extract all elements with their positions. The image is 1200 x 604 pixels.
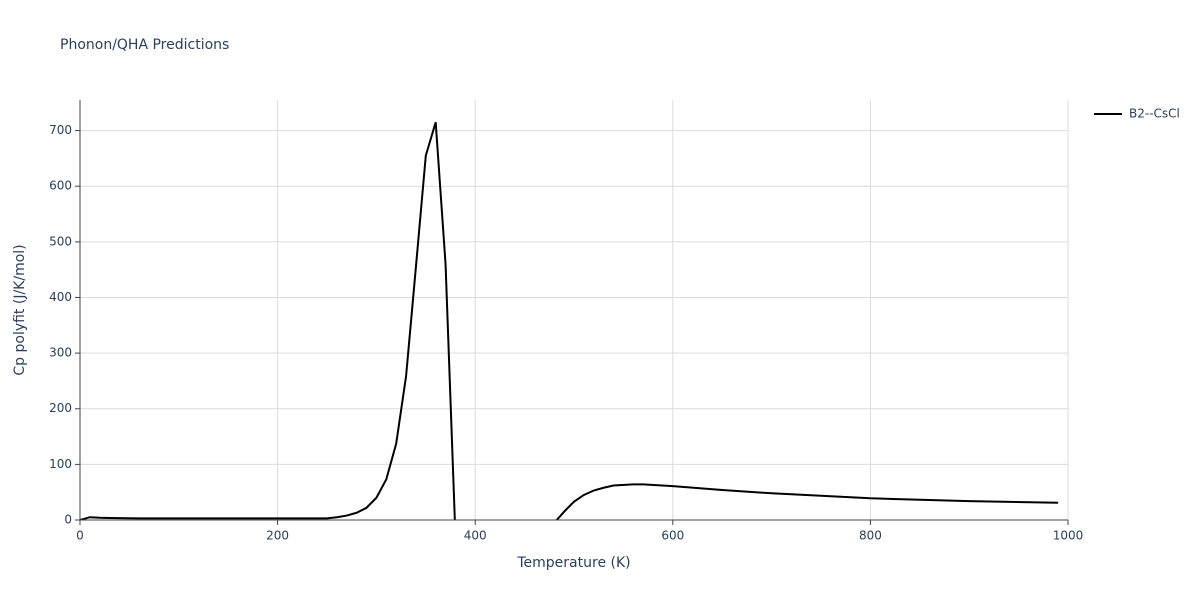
chart-title: Phonon/QHA Predictions — [60, 37, 229, 53]
x-tick-label: 200 — [266, 529, 289, 543]
y-tick-label: 500 — [49, 234, 72, 248]
y-tick-label: 300 — [49, 346, 72, 360]
x-tick-label: 0 — [76, 529, 84, 543]
grid — [80, 100, 1069, 520]
y-tick-label: 400 — [49, 290, 72, 304]
axes: 0 100 200 300 400 500 600 700 0 200 400 600 800 1000 — [49, 100, 1083, 543]
x-axis-title: Temperature (K) — [516, 555, 630, 571]
y-tick-label: 700 — [49, 123, 72, 137]
x-tick-label: 800 — [859, 529, 882, 543]
plot-area — [80, 121, 1059, 520]
y-axis-title: Cp polyfit (J/K/mol) — [12, 244, 28, 375]
y-tick-label: 100 — [49, 457, 72, 471]
data-line — [80, 121, 1059, 520]
legend-label: B2--CsCl — [1129, 107, 1180, 121]
x-tick-label: 600 — [661, 529, 684, 543]
x-tick-label: 400 — [464, 529, 487, 543]
y-tick-label: 0 — [64, 513, 72, 527]
y-tick-label: 200 — [49, 401, 72, 415]
x-tick-label: 1000 — [1053, 529, 1084, 543]
y-tick-label: 600 — [49, 179, 72, 193]
